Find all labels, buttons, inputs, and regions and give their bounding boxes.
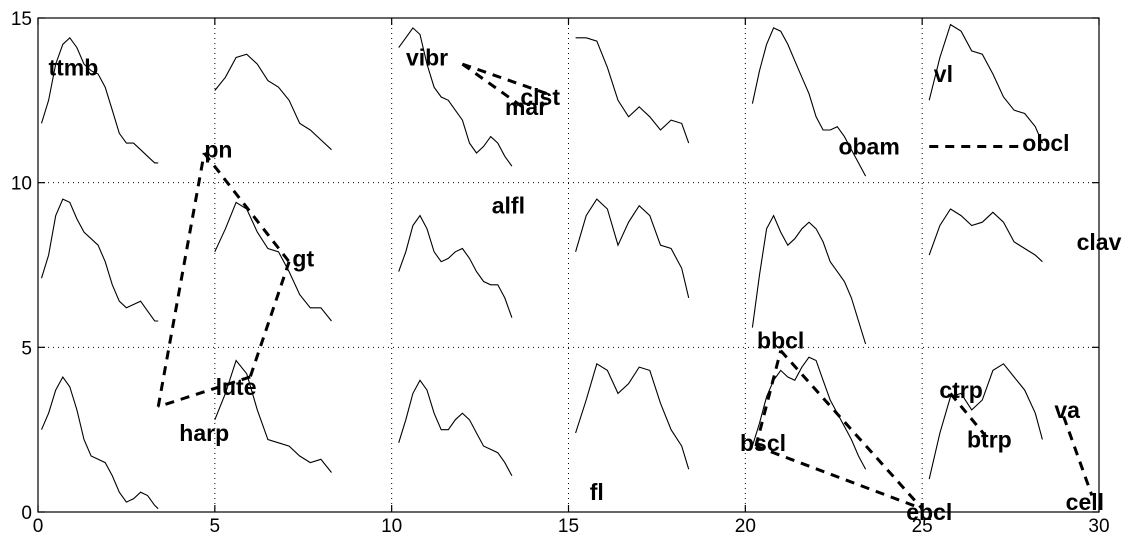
label-alfl: alfl	[492, 193, 525, 219]
label-va: va	[1054, 397, 1080, 423]
label-btrp: btrp	[967, 427, 1012, 453]
spectrum-curve	[751, 356, 867, 470]
spectrum-curve	[40, 198, 159, 322]
link-pn-gt	[203, 152, 291, 263]
label-vibr: vibr	[406, 45, 448, 71]
axes	[37, 17, 1100, 513]
spectrum-curve	[214, 53, 332, 151]
spectrum-curve	[751, 214, 867, 345]
label-ebcl: ebcl	[906, 499, 952, 525]
y-tick-label: 15	[11, 9, 32, 30]
label-clst: clst	[520, 84, 560, 110]
link-harp-pn	[156, 152, 206, 407]
label-obam: obam	[838, 133, 899, 159]
label-cell: cell	[1066, 489, 1104, 515]
x-tick-label: 25	[912, 516, 933, 536]
links	[156, 62, 1094, 511]
spectra	[40, 23, 1043, 510]
y-tick-label: 5	[21, 338, 32, 359]
spectrum-curve	[575, 37, 690, 144]
x-tick-label: 5	[210, 516, 221, 536]
label-bbcl: bbcl	[757, 328, 804, 354]
label-clav: clav	[1077, 229, 1122, 255]
label-harp: harp	[179, 420, 229, 446]
label-mar: mar	[505, 94, 547, 120]
x-tick-label: 30	[1088, 516, 1109, 536]
x-tick-label: 10	[381, 516, 402, 536]
x-tick-label: 20	[735, 516, 756, 536]
label-ctrp: ctrp	[939, 377, 982, 403]
x-tick-label: 15	[558, 516, 579, 536]
label-fl: fl	[590, 479, 604, 505]
x-tick-label: 0	[33, 516, 44, 536]
spectrum-curve	[398, 214, 513, 318]
spectrum-curve	[928, 23, 1043, 144]
spectrum-curve	[751, 27, 867, 177]
spectrum-curve	[214, 359, 332, 473]
link-bscl-ebcl	[755, 444, 923, 511]
label-ttmb: ttmb	[48, 54, 98, 80]
label-obcl: obcl	[1022, 130, 1069, 156]
y-tick-label: 10	[11, 174, 32, 195]
spectrum-curve	[928, 363, 1043, 480]
label-pn: pn	[204, 137, 232, 163]
link-lute-harp	[157, 375, 251, 409]
label-lute: lute	[216, 374, 257, 400]
y-tick-label: 0	[21, 503, 32, 524]
label-vl: vl	[934, 61, 953, 87]
spectrum-curve	[575, 362, 690, 470]
link-vibr-mar	[461, 62, 524, 109]
spectrum-curve	[398, 379, 513, 477]
link-va-cell	[1062, 415, 1094, 497]
spectrum-curve	[214, 201, 332, 322]
spectrum-curve	[40, 36, 159, 164]
grid	[38, 18, 1099, 512]
spectrum-curve	[398, 27, 513, 167]
tick-labels: 0 5 10 15 20 25 30 0 5 10 15	[11, 9, 1110, 536]
spectrum-curve	[928, 208, 1043, 263]
link-bbcl-ebcl	[779, 349, 924, 510]
spectrum-curve	[575, 198, 690, 299]
link-gt-lute	[248, 261, 291, 378]
label-bscl: bscl	[740, 430, 786, 456]
spectrum-curve	[40, 375, 159, 510]
label-gt: gt	[292, 245, 314, 271]
link-bscl-bbcl	[754, 350, 783, 447]
